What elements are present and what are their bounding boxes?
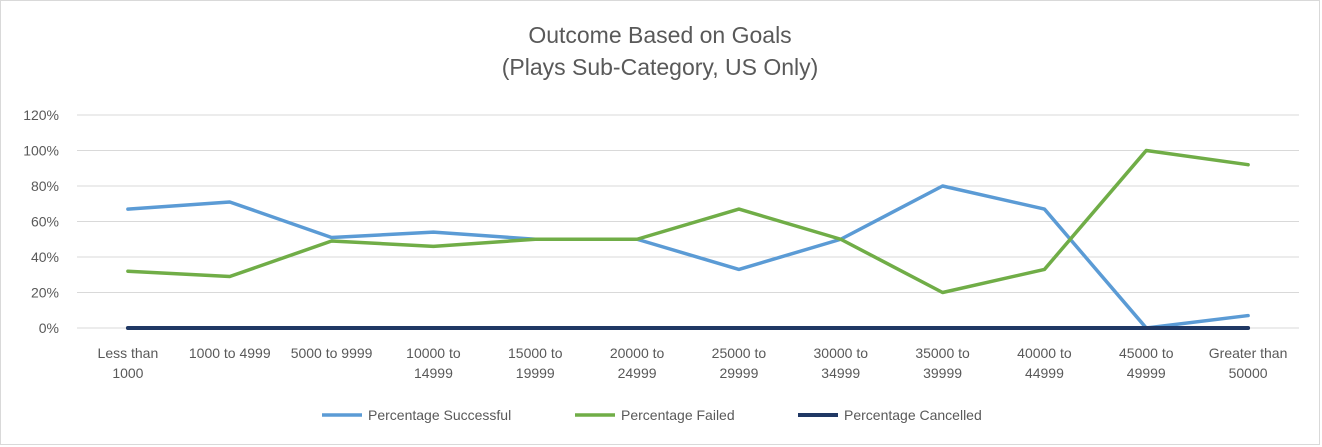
x-category-label: 15000 to 19999 [508, 345, 563, 381]
x-category-label: 5000 to 9999 [291, 345, 373, 361]
y-tick-label: 120% [23, 107, 59, 123]
x-category-label: 40000 to 44999 [1017, 345, 1072, 381]
data-point [1246, 314, 1250, 318]
x-category-label: 45000 to 49999 [1119, 345, 1174, 381]
x-category-label: Greater than 50000 [1209, 345, 1288, 381]
data-point [1144, 149, 1148, 152]
data-point [635, 326, 639, 330]
legend-label: Percentage Failed [621, 407, 735, 423]
data-point [737, 326, 741, 330]
data-point [1042, 267, 1046, 271]
data-point [635, 237, 639, 241]
data-point [126, 326, 130, 330]
x-category-label: 35000 to 39999 [915, 345, 970, 381]
data-point [126, 207, 130, 211]
y-tick-label: 80% [31, 178, 59, 194]
y-tick-label: 60% [31, 214, 59, 230]
data-point [330, 239, 334, 243]
legend-label: Percentage Cancelled [844, 407, 982, 423]
data-point [126, 269, 130, 273]
y-tick-label: 0% [39, 320, 59, 336]
data-point [941, 291, 945, 294]
data-point [533, 326, 537, 330]
x-category-label: Less than 1000 [98, 345, 159, 381]
x-category-label: 10000 to 14999 [406, 345, 461, 381]
y-tick-label: 100% [23, 143, 59, 159]
chart-title: Outcome Based on Goals [528, 22, 792, 48]
x-category-label: 1000 to 4999 [189, 345, 271, 361]
data-point [1042, 207, 1046, 211]
x-category-label: 20000 to 24999 [610, 345, 665, 381]
series-line-percentage-failed [126, 148, 1250, 295]
data-point [228, 326, 232, 330]
data-point [1144, 326, 1148, 330]
data-point [330, 235, 334, 239]
x-category-label: 30000 to 34999 [814, 345, 869, 381]
data-point [1246, 163, 1250, 167]
series-line-percentage-successful [126, 184, 1250, 330]
data-point [941, 326, 945, 330]
data-point [941, 184, 945, 188]
data-point [431, 230, 435, 234]
y-tick-label: 40% [31, 249, 59, 265]
chart-subtitle: (Plays Sub-Category, US Only) [501, 54, 819, 80]
chart-title-block: Outcome Based on Goals (Plays Sub-Catego… [1, 19, 1319, 83]
x-category-label: 25000 to 29999 [712, 345, 767, 381]
data-point [839, 326, 843, 330]
legend-label: Percentage Successful [368, 407, 511, 423]
data-point [1246, 326, 1250, 330]
data-point [839, 237, 843, 241]
data-point [330, 326, 334, 330]
data-point [737, 207, 741, 211]
data-point [228, 275, 232, 279]
data-point [228, 200, 232, 204]
data-point [431, 326, 435, 330]
data-point [533, 237, 537, 241]
data-point [737, 267, 741, 271]
data-point [1042, 326, 1046, 330]
y-tick-label: 20% [31, 285, 59, 301]
data-point [431, 244, 435, 248]
